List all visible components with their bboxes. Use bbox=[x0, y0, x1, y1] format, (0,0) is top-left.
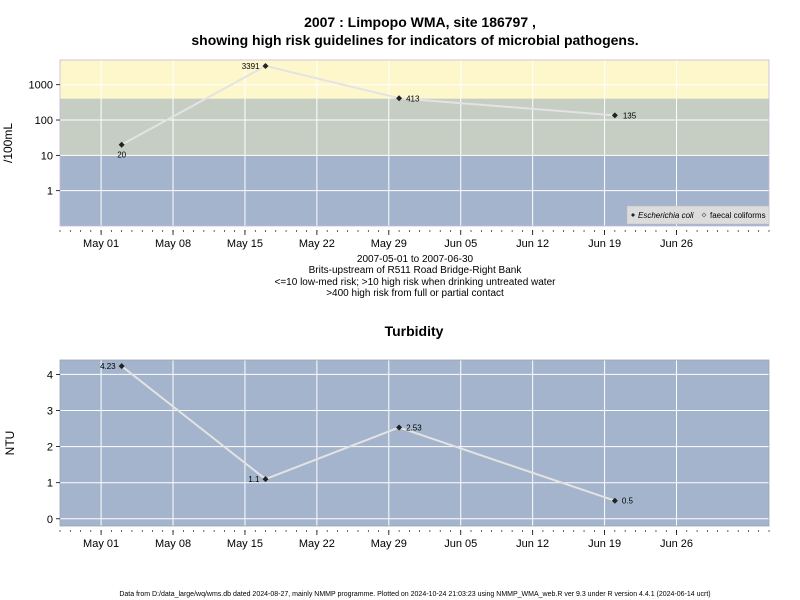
data-point bbox=[118, 363, 125, 370]
data-point bbox=[396, 95, 403, 102]
legend-box bbox=[626, 205, 770, 225]
y-axis-label: /100mL bbox=[1, 123, 15, 163]
data-point bbox=[611, 112, 618, 119]
x-tick-label: Jun 26 bbox=[660, 538, 693, 550]
x-tick-label: May 29 bbox=[371, 238, 407, 250]
data-label: 135 bbox=[623, 111, 637, 120]
x-tick-label: Jun 12 bbox=[516, 238, 549, 250]
x-tick-label: Jun 05 bbox=[444, 238, 477, 250]
subtitle-date-range: 2007-05-01 to 2007-06-30 bbox=[357, 254, 474, 265]
x-tick-label: Jun 12 bbox=[516, 538, 549, 550]
x-tick-label: May 01 bbox=[83, 238, 119, 250]
data-point bbox=[611, 497, 618, 504]
x-tick-label: May 01 bbox=[83, 538, 119, 550]
y-tick-label: 0 bbox=[47, 514, 53, 526]
data-point bbox=[262, 62, 269, 69]
y-axis-label: NTU bbox=[3, 431, 17, 456]
y-tick-label: 2 bbox=[47, 442, 53, 454]
data-label: 413 bbox=[406, 94, 420, 103]
turbidity-panel: 0 1 2 3 4 May 01 May 08 May 15 May 22 May 29 Jun 0… bbox=[3, 359, 770, 550]
data-label: 3391 bbox=[242, 62, 260, 71]
x-tick-label: Jun 19 bbox=[588, 538, 621, 550]
legend-marker-faecal bbox=[701, 212, 707, 218]
data-point bbox=[262, 476, 269, 483]
data-point bbox=[118, 141, 125, 148]
plot-frame bbox=[59, 359, 770, 527]
x-tick-label: May 22 bbox=[299, 238, 335, 250]
x-tick-label: May 29 bbox=[371, 538, 407, 550]
legend-label-ecoli: Escherichia coli bbox=[638, 211, 694, 220]
band-high-risk-contact bbox=[60, 60, 769, 99]
data-label: 20 bbox=[117, 151, 126, 160]
legend-marker-ecoli bbox=[631, 213, 635, 217]
legend-label-faecal: faecal coliforms bbox=[710, 211, 766, 220]
plot-frame bbox=[59, 59, 770, 227]
chart-title-line-2: showing high risk guidelines for indicat… bbox=[191, 32, 638, 48]
y-tick-label: 1 bbox=[47, 186, 53, 198]
x-tick-label: May 08 bbox=[155, 538, 191, 550]
x-tick-label: Jun 26 bbox=[660, 238, 693, 250]
y-tick-label: 3 bbox=[47, 406, 53, 418]
y-tick-label: 100 bbox=[35, 115, 53, 127]
band-high-risk-drinking bbox=[60, 98, 769, 156]
x-tick-label: May 22 bbox=[299, 538, 335, 550]
series-line bbox=[121, 365, 616, 502]
x-tick-label: May 15 bbox=[227, 538, 263, 550]
x-tick-label: Jun 19 bbox=[588, 238, 621, 250]
turbidity-title: Turbidity bbox=[385, 323, 444, 339]
y-tick-label: 1 bbox=[47, 478, 53, 490]
x-tick-label: May 15 bbox=[227, 238, 263, 250]
data-label: 2.53 bbox=[406, 423, 422, 432]
series-line bbox=[121, 64, 615, 146]
data-point bbox=[396, 424, 403, 431]
y-tick-label: 4 bbox=[47, 369, 53, 381]
subtitle-site: Brits-upstream of R511 Road Bridge-Right… bbox=[309, 265, 523, 276]
footer-note: Data from D:/data_large/wq/wms.db dated … bbox=[119, 591, 710, 598]
plot-area bbox=[60, 360, 769, 526]
subtitle-guideline-contact: >400 high risk from full or partial cont… bbox=[326, 288, 504, 299]
y-tick-label: 10 bbox=[41, 150, 53, 162]
data-label: 4.23 bbox=[100, 362, 116, 371]
y-tick-label: 1000 bbox=[29, 80, 53, 92]
data-label: 1.1 bbox=[248, 475, 260, 484]
x-tick-label: Jun 05 bbox=[444, 538, 477, 550]
x-tick-label: May 08 bbox=[155, 238, 191, 250]
data-label: 0.5 bbox=[622, 497, 634, 506]
chart-title-line-1: 2007 : Limpopo WMA, site 186797 , bbox=[304, 14, 536, 30]
subtitle-guideline-drinking: <=10 low-med risk; >10 high risk when dr… bbox=[275, 277, 557, 288]
ecoli-panel: 1 10 100 1000 May 01 May 08 May 15 May 22 May 29… bbox=[1, 59, 770, 250]
